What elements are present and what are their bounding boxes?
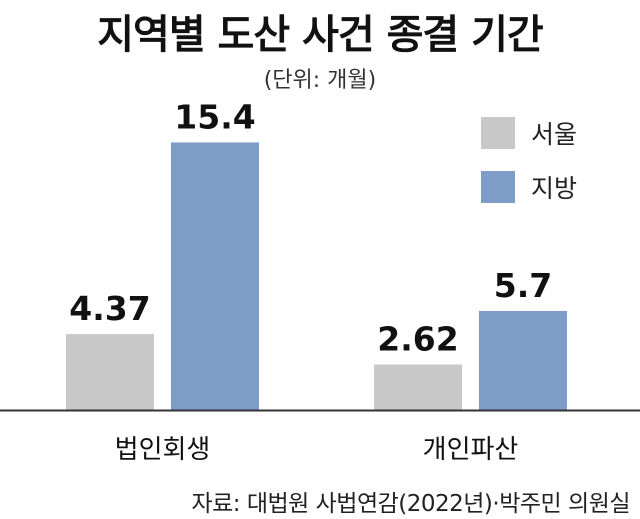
chart-unit: (단위: 개월) bbox=[263, 68, 377, 93]
source-note: 자료: 대법원 사법연감(2022년)·박주민 의원실 bbox=[191, 491, 630, 517]
data-label-regional-1: 5.7 bbox=[494, 266, 552, 305]
legend-item-seoul: 서울 bbox=[481, 116, 577, 150]
bar-seoul-1 bbox=[374, 364, 462, 410]
legend-swatch-seoul bbox=[481, 117, 515, 149]
category-label-1: 개인파산 bbox=[423, 435, 519, 465]
legend-item-regional: 지방 bbox=[481, 170, 577, 204]
chart-title: 지역별 도산 사건 종결 기간 bbox=[97, 12, 544, 58]
bar-regional-0 bbox=[171, 142, 259, 411]
chart-marks: 4.37 15.4 법인회생 2.62 5.7 개인파산 bbox=[66, 97, 567, 465]
data-label-seoul-0: 4.37 bbox=[69, 289, 150, 328]
legend-label-seoul: 서울 bbox=[531, 120, 578, 149]
bar-seoul-0 bbox=[66, 334, 154, 410]
legend-label-regional: 지방 bbox=[531, 174, 578, 203]
legend-swatch-regional bbox=[481, 171, 515, 203]
data-label-regional-0: 15.4 bbox=[174, 97, 255, 136]
category-label-0: 법인회생 bbox=[115, 435, 211, 465]
bar-regional-1 bbox=[479, 310, 567, 410]
data-label-seoul-1: 2.62 bbox=[377, 319, 458, 358]
legend: 서울 지방 bbox=[481, 116, 577, 224]
